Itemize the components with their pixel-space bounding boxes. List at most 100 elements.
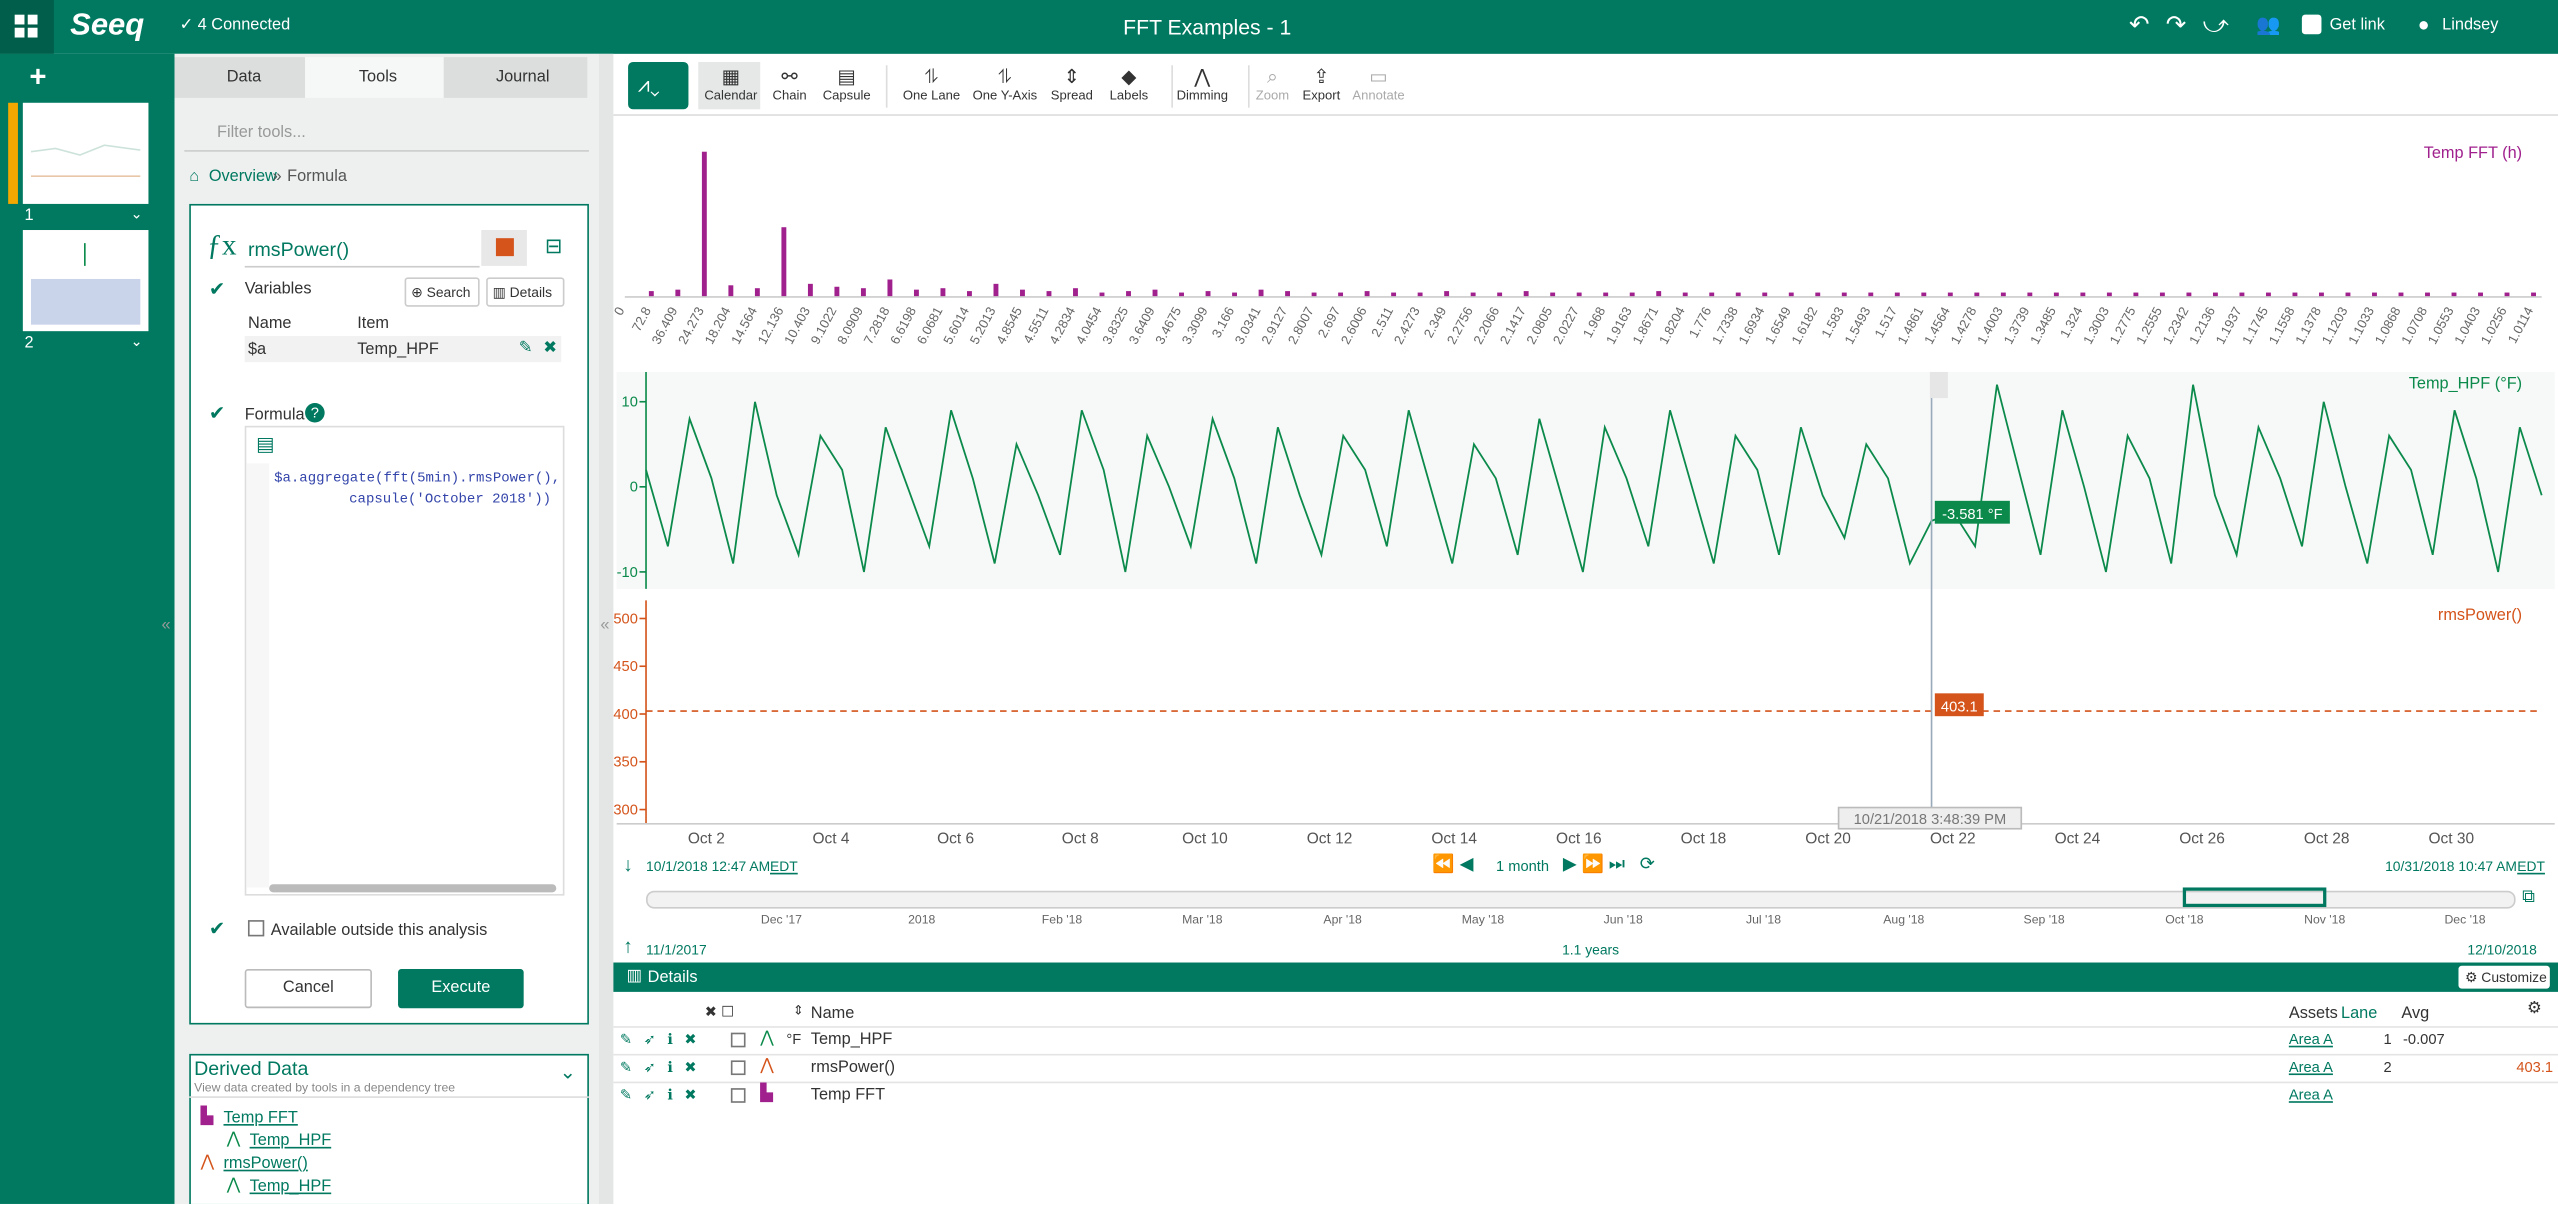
bar: [2027, 292, 2033, 297]
apps-button[interactable]: [0, 0, 54, 54]
checkbox[interactable]: [247, 920, 265, 937]
worksheet-thumbnail[interactable]: [22, 102, 149, 204]
editor-toolbar-icon[interactable]: ▤: [256, 432, 275, 456]
details-label: ▥ Details: [492, 283, 553, 301]
start-time[interactable]: 10/1/2018 12:47 AM: [646, 858, 771, 875]
cancel-button[interactable]: Cancel: [244, 969, 372, 1009]
details-button[interactable]: ▥ Details: [486, 277, 565, 307]
worksheet-menu[interactable]: ⌄: [130, 332, 143, 350]
column-header[interactable]: Name: [810, 1004, 855, 1023]
cancel-label: Cancel: [282, 978, 334, 997]
derived-child[interactable]: Temp_HPF: [249, 1177, 332, 1196]
end-time[interactable]: 10/31/2018 10:47 AM: [2385, 858, 2517, 875]
connection-status[interactable]: ✓ 4 Connected: [179, 16, 291, 35]
item-icon: ⋀: [760, 1029, 774, 1048]
tab-active[interactable]: Tools: [305, 57, 444, 98]
toolbar-label[interactable]: Capsule: [822, 88, 871, 103]
edit-variable[interactable]: ✎: [518, 339, 533, 358]
view-selector[interactable]: ⩘⌄: [628, 61, 689, 110]
add-worksheet[interactable]: +: [29, 60, 47, 93]
column-settings[interactable]: ⚙: [2527, 1000, 2542, 1018]
item-asset[interactable]: Area A: [2288, 1086, 2333, 1103]
item-name[interactable]: rmsPower(): [810, 1058, 896, 1077]
name-input[interactable]: rmsPower(): [244, 230, 480, 268]
step-forward[interactable]: ▶⏩⏭ ⟳: [1562, 854, 1660, 875]
thumbnail-image: [30, 144, 141, 178]
filter-input[interactable]: Filter tools...: [184, 114, 589, 152]
navigator[interactable]: [646, 890, 2516, 909]
get-link[interactable]: Get link: [2329, 16, 2385, 35]
x-tick-label: 0: [613, 304, 627, 317]
column-header[interactable]: Avg: [2401, 1004, 2430, 1023]
bar: [2159, 292, 2165, 297]
nav-start[interactable]: 11/1/2017: [646, 941, 707, 958]
toolbar-label[interactable]: One Y-Axis: [972, 88, 1038, 103]
timezone[interactable]: EDT: [770, 858, 798, 875]
duration[interactable]: 1 month: [1495, 858, 1550, 875]
bar: [1974, 292, 1980, 297]
nav-end[interactable]: 12/10/2018: [2467, 941, 2537, 958]
x-tick-label: Oct 28: [2304, 830, 2350, 843]
remove-variable[interactable]: ✖: [543, 339, 557, 358]
breadcrumb-link[interactable]: Overview: [208, 168, 277, 186]
row-checkbox[interactable]: [730, 1088, 746, 1103]
toolbar-label[interactable]: Zoom: [1255, 88, 1290, 103]
row-checkbox[interactable]: [730, 1060, 746, 1076]
row-checkbox[interactable]: [730, 1032, 746, 1048]
timezone[interactable]: EDT: [2517, 858, 2545, 875]
help-icon[interactable]: ?: [305, 402, 325, 423]
toolbar-separator: [1171, 65, 1173, 108]
row-actions[interactable]: ✎➶ℹ✖: [619, 1031, 709, 1048]
derived-child[interactable]: Temp_HPF: [249, 1132, 332, 1151]
tab[interactable]: Data: [174, 57, 306, 98]
item-name[interactable]: Temp FFT: [810, 1086, 886, 1105]
navigator-selection[interactable]: [2182, 887, 2327, 908]
top-bar: [0, 0, 2558, 54]
toolbar-label[interactable]: Export: [1302, 88, 1341, 103]
header-icons: ✖ ☐: [704, 1003, 735, 1020]
collapse[interactable]: ⌄: [559, 1060, 576, 1084]
worksheet-title[interactable]: FFT Examples - 1: [1123, 14, 1292, 40]
collapse-left[interactable]: «: [161, 616, 171, 635]
details-bar: [613, 962, 2558, 992]
logo[interactable]: Seeq: [70, 8, 145, 43]
column-header[interactable]: Lane: [2341, 1004, 2378, 1023]
row-actions[interactable]: ✎➶ℹ✖: [619, 1086, 709, 1103]
toolbar-label[interactable]: Spread: [1050, 88, 1093, 103]
zoom-icon[interactable]: ⧉: [2522, 887, 2535, 908]
color-picker[interactable]: [481, 230, 527, 266]
column-header[interactable]: Assets: [2288, 1004, 2338, 1023]
history-icons[interactable]: ↶↷⤻: [2128, 11, 2246, 40]
item-name[interactable]: Temp_HPF: [810, 1031, 893, 1049]
user-name[interactable]: Lindsey: [2442, 16, 2499, 35]
share-icon[interactable]: 👥: [2256, 13, 2281, 36]
step-back[interactable]: ⏪◀: [1432, 854, 1479, 875]
worksheet-menu[interactable]: ⌄: [130, 205, 143, 222]
bar: [807, 283, 813, 297]
selected-tool: [698, 61, 761, 110]
bar: [1550, 292, 1556, 297]
tab[interactable]: Journal: [443, 57, 588, 98]
worksheet-thumbnail[interactable]: [22, 230, 149, 332]
bar: [2319, 292, 2324, 297]
execute-button[interactable]: Execute: [398, 969, 524, 1009]
sort-icon[interactable]: ⇕: [792, 1003, 804, 1018]
row-actions[interactable]: ✎➶ℹ✖: [619, 1058, 709, 1076]
formula-editor[interactable]: [244, 425, 565, 896]
item-asset[interactable]: Area A: [2288, 1058, 2333, 1076]
search-button[interactable]: ⊕ Search: [404, 277, 480, 307]
toolbar-label[interactable]: Dimming: [1176, 88, 1229, 103]
toolbar-label[interactable]: Annotate: [1352, 88, 1405, 103]
item-asset[interactable]: Area A: [2288, 1031, 2333, 1048]
scrollbar[interactable]: [269, 884, 557, 893]
toolbar-label[interactable]: One Lane: [902, 88, 961, 103]
splitter[interactable]: «: [598, 53, 614, 1204]
nav-duration[interactable]: 1.1 years: [1562, 941, 1620, 958]
panel-toggle[interactable]: ⊟: [544, 233, 563, 258]
derived-item[interactable]: Temp FFT: [223, 1109, 298, 1128]
derived-item[interactable]: rmsPower(): [223, 1155, 308, 1173]
customize-button[interactable]: ⚙ Customize: [2458, 965, 2550, 989]
toolbar-label[interactable]: Calendar: [704, 88, 758, 103]
toolbar-label[interactable]: Labels: [1109, 88, 1149, 103]
toolbar-label[interactable]: Chain: [772, 88, 807, 103]
